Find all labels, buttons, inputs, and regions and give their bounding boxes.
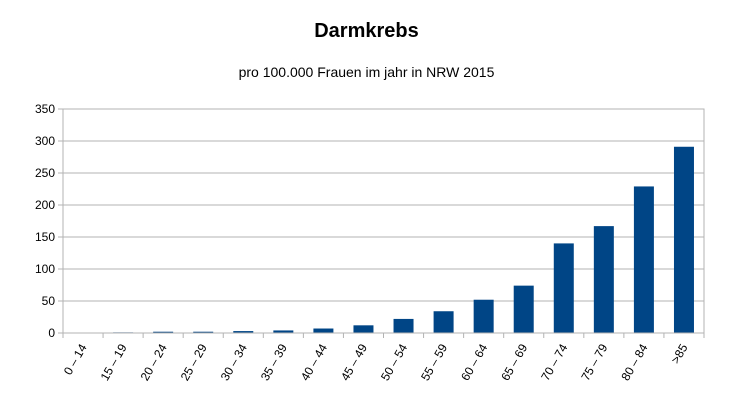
bar (593, 226, 614, 333)
bar (273, 330, 294, 333)
bar (313, 328, 334, 333)
y-tick-label: 0 (48, 326, 55, 340)
x-tick-label: 15 – 19 (98, 341, 130, 383)
axes (62, 108, 705, 334)
bar (393, 318, 414, 333)
y-tick-label: 350 (35, 102, 55, 116)
y-tick-label: 300 (35, 134, 55, 148)
bar (473, 299, 494, 333)
x-tick-label: 25 – 29 (178, 341, 210, 383)
plot-frame (62, 108, 705, 334)
y-tick-labels: 0 50 100 150 200 250 300 350 (35, 102, 55, 340)
y-tick-label: 150 (35, 230, 55, 244)
x-tick-label: 70 – 74 (538, 341, 570, 383)
x-tick-label: 0 – 14 (61, 341, 90, 377)
x-tick-label: 40 – 44 (298, 341, 330, 383)
y-tick-label: 200 (35, 198, 55, 212)
x-tick-label: 20 – 24 (138, 341, 170, 383)
y-tick-label: 100 (35, 262, 55, 276)
bar (233, 331, 254, 333)
x-tick-label: 30 – 34 (218, 341, 250, 383)
y-tick-label: 250 (35, 166, 55, 180)
x-tick-label: >85 (668, 341, 690, 366)
chart-subtitle: pro 100.000 Frauen im jahr in NRW 2015 (238, 64, 495, 80)
bars (62, 146, 705, 338)
x-tick-label: 80 – 84 (618, 341, 650, 383)
bar (153, 331, 174, 333)
x-tick-label: 75 – 79 (578, 341, 610, 383)
x-tick-label: 60 – 64 (458, 341, 490, 383)
bar (513, 285, 534, 333)
x-tick-label: 45 – 49 (338, 341, 370, 383)
bar (633, 186, 654, 333)
bar (193, 331, 214, 333)
bar (353, 325, 374, 333)
bar (673, 146, 694, 333)
x-tick-label: 50 – 54 (378, 341, 410, 383)
x-tick-label: 65 – 69 (498, 341, 530, 383)
y-tick-label: 50 (42, 294, 56, 308)
bar (433, 311, 454, 333)
x-tick-label: 35 – 39 (258, 341, 290, 383)
chart-title: Darmkrebs (314, 20, 419, 42)
x-tick-label: 55 – 59 (418, 341, 450, 383)
x-tick-labels: 0 – 14 15 – 19 20 – 24 25 – 29 30 – 34 35 – 3… (61, 341, 691, 383)
bar (553, 243, 574, 333)
